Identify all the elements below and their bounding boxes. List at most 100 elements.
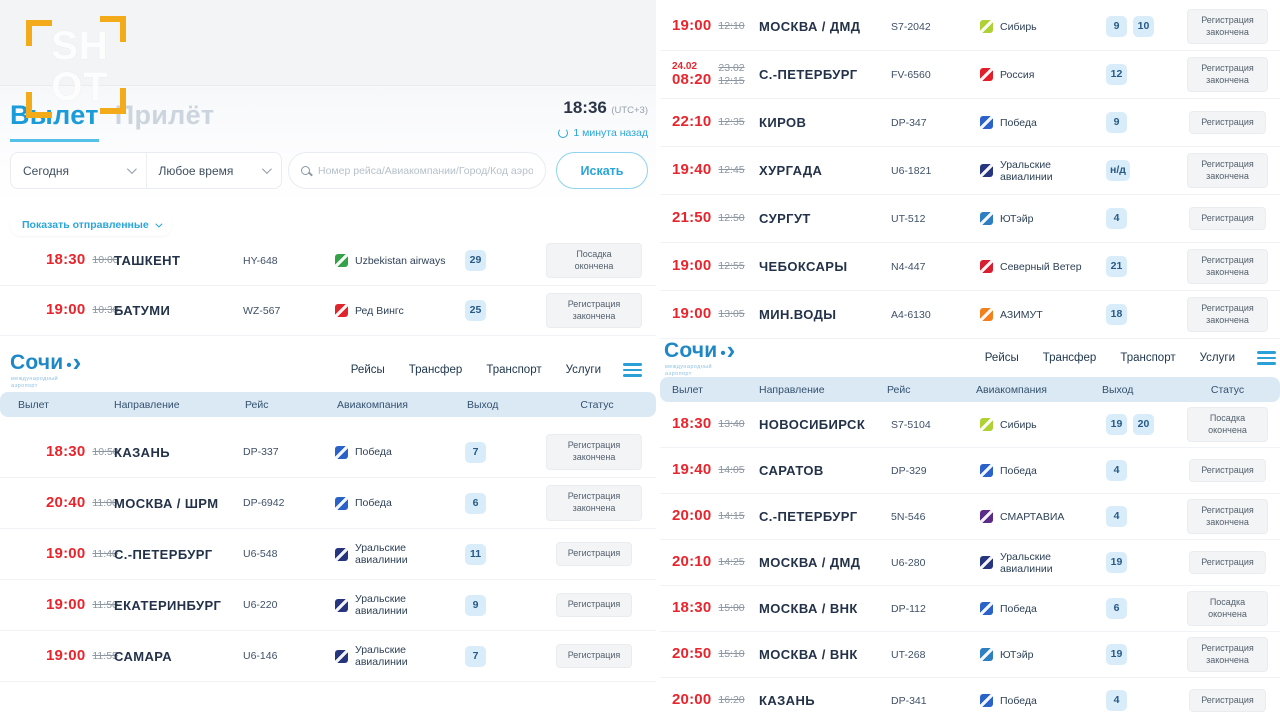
date-filter-dropdown[interactable]: Сегодня xyxy=(11,153,146,188)
time-filter-dropdown[interactable]: Любое время xyxy=(145,153,282,188)
table-row[interactable]: 19:00 12:55 ЧЕБОКСАРЫ N4-447 Северный Ве… xyxy=(660,243,1280,291)
nav-item-transfer[interactable]: Трансфер xyxy=(408,364,463,376)
actual-time-value: 21:50 xyxy=(672,209,712,227)
table-row[interactable]: 19:40 14:05 САРАТОВ DP-329 Победа 4 Реги… xyxy=(660,448,1280,494)
table-row[interactable]: 24.02 08:20 23.02 12:15 С.-ПЕТЕРБУРГ FV-… xyxy=(660,51,1280,99)
airline-logo-icon xyxy=(980,308,993,321)
table-row[interactable]: 19:00 12:10 МОСКВА / ДМД S7-2042 Сибирь … xyxy=(660,3,1280,51)
status-cell: Регистрация xyxy=(546,644,642,668)
scheduled-time: 10:00 xyxy=(92,254,118,267)
airport-logo[interactable]: Сочи • › международный аэропорт xyxy=(0,349,81,390)
show-departed-label: Показать отправленные xyxy=(22,219,149,231)
table-row[interactable]: 19:00 11:55 САМАРА U6-146 Уральские авиа… xyxy=(0,631,656,682)
scheduled-time-value: 10:00 xyxy=(92,254,119,267)
col-header-gate: Выход xyxy=(467,398,499,411)
airline-name: Uzbekistan airways xyxy=(355,254,446,267)
nav-item-services[interactable]: Услуги xyxy=(1199,352,1235,364)
gate-badges: 19 xyxy=(1102,552,1187,573)
flight-number: S7-5104 xyxy=(891,418,931,431)
scheduled-time: 12:45 xyxy=(718,164,744,177)
status-badge: Регистрация xyxy=(555,593,633,617)
table-row[interactable]: 18:30 10:50 КАЗАНЬ DP-337 Победа 7 Регис… xyxy=(0,427,656,478)
search-button[interactable]: Искать xyxy=(556,152,648,189)
gate-badge: 21 xyxy=(1106,256,1127,277)
airline-name: Уральские авиалинии xyxy=(1000,550,1053,575)
airline-name: Сибирь xyxy=(1000,20,1037,33)
flight-number: DP-337 xyxy=(243,446,279,458)
table-row[interactable]: 18:30 10:00 ТАШКЕНТ HY-648 Uzbekistan ai… xyxy=(0,236,656,286)
tab-arrival[interactable]: Прилёт xyxy=(114,100,215,130)
table-row[interactable]: 18:30 15:00 МОСКВА / ВНК DP-112 Победа 6… xyxy=(660,586,1280,632)
actual-time-value: 20:00 xyxy=(672,507,712,525)
flight-times: 19:00 10:30 xyxy=(46,302,119,319)
table-row[interactable]: 20:40 11:00 МОСКВА / ШРМ DP-6942 Победа … xyxy=(0,478,656,529)
scheduled-time-value: 14:05 xyxy=(718,464,745,477)
table-row[interactable]: 20:00 16:20 КАЗАНЬ DP-341 Победа 4 Регис… xyxy=(660,678,1280,720)
gate-badge: 7 xyxy=(465,645,486,667)
chevron-down-icon xyxy=(155,220,163,228)
nav-item-flights[interactable]: Рейсы xyxy=(350,364,385,376)
table-row[interactable]: 22:10 12:35 КИРОВ DP-347 Победа 9 Регист… xyxy=(660,99,1280,147)
table-row[interactable]: 20:00 14:15 С.-ПЕТЕРБУРГ 5N-546 СМАРТАВИ… xyxy=(660,494,1280,540)
tab-departure[interactable]: Вылет xyxy=(10,100,99,142)
watermark-text: SH OT xyxy=(51,24,109,109)
nav-item-flights[interactable]: Рейсы xyxy=(984,352,1019,364)
airline-cell: Уральские авиалинии xyxy=(331,593,461,617)
airport-logo[interactable]: Сочи • › международный аэропорт xyxy=(660,337,735,378)
table-row[interactable]: 20:10 14:25 МОСКВА / ДМД U6-280 Уральски… xyxy=(660,540,1280,586)
gate-badges: 12 xyxy=(1102,64,1187,85)
destination: САМАРА xyxy=(114,648,172,664)
airline-name: Россия xyxy=(1000,68,1035,81)
table-row[interactable]: 19:00 10:30 БАТУМИ WZ-567 Ред Вингс 25 Р… xyxy=(0,286,656,336)
table-row[interactable]: 19:00 11:50 ЕКАТЕРИНБУРГ U6-220 Уральски… xyxy=(0,580,656,631)
actual-time-value: 19:00 xyxy=(672,17,712,35)
airline-cell: Победа xyxy=(976,602,1102,615)
status-badge: Регистрация xyxy=(1189,688,1266,713)
table-row[interactable]: 19:40 12:45 ХУРГАДА U6-1821 Уральские ав… xyxy=(660,147,1280,195)
menu-hamburger-icon[interactable] xyxy=(1257,351,1276,365)
airline-logo-icon xyxy=(980,602,993,615)
status-badge: Регистрация закончена xyxy=(1187,152,1268,189)
table-row[interactable]: 21:50 12:50 СУРГУТ UT-512 ЮТэйр 4 Регист… xyxy=(660,195,1280,243)
destination: ХУРГАДА xyxy=(759,163,823,178)
airline-cell: Уральские авиалинии xyxy=(976,159,1102,183)
flight-times: 24.02 08:20 23.02 12:15 xyxy=(672,61,759,89)
show-departed-toggle[interactable]: Показать отправленные xyxy=(10,214,172,236)
airline-logo-icon xyxy=(980,164,993,177)
scheduled-time-value: 11:55 xyxy=(92,649,118,662)
date-filter-value: Сегодня xyxy=(23,163,69,178)
search-input[interactable] xyxy=(318,164,533,177)
table-row[interactable]: 20:50 15:10 МОСКВА / ВНК UT-268 ЮТэйр 19… xyxy=(660,632,1280,678)
gate-badge: 4 xyxy=(1106,690,1127,711)
airline-name: Ред Вингс xyxy=(355,304,404,317)
airline-cell: Победа xyxy=(331,445,461,459)
scheduled-time-value: 12:55 xyxy=(718,260,745,273)
search-field[interactable] xyxy=(288,152,546,189)
flight-times: 20:00 16:20 xyxy=(672,692,759,709)
chevron-down-icon xyxy=(126,164,137,175)
status-cell: Регистрация xyxy=(1187,458,1268,483)
nav-item-services[interactable]: Услуги xyxy=(565,364,601,376)
actual-time: 19:40 xyxy=(672,462,711,479)
filter-bar: Сегодня Любое время Искать xyxy=(10,152,648,189)
menu-hamburger-icon[interactable] xyxy=(623,363,642,377)
site-nav: Рейсы Трансфер Транспорт Услуги xyxy=(985,352,1235,364)
airline-cell: Ред Вингс xyxy=(331,304,461,317)
destination: КИРОВ xyxy=(759,115,807,130)
last-updated-label: 1 минута назад xyxy=(573,127,648,139)
flight-times: 18:30 10:50 xyxy=(46,443,119,461)
shot-watermark-logo: SH OT xyxy=(26,16,130,118)
nav-item-transfer[interactable]: Трансфер xyxy=(1042,352,1097,364)
col-header-flight: Рейс xyxy=(245,398,269,411)
nav-item-transport[interactable]: Транспорт xyxy=(1120,352,1176,364)
airline-cell: АЗИМУТ xyxy=(976,308,1102,321)
gate-badge: 19 xyxy=(1106,552,1127,573)
nav-item-transport[interactable]: Транспорт xyxy=(486,364,542,376)
scheduled-time-value: 13:40 xyxy=(718,418,745,431)
scheduled-time-value: 10:50 xyxy=(92,445,119,458)
airline-cell: Uzbekistan airways xyxy=(331,254,461,267)
last-updated[interactable]: 1 минута назад xyxy=(558,127,648,139)
table-row[interactable]: 19:00 11:40 С.-ПЕТЕРБУРГ U6-548 Уральски… xyxy=(0,529,656,580)
table-row[interactable]: 19:00 13:05 МИН.ВОДЫ A4-6130 АЗИМУТ 18 Р… xyxy=(660,291,1280,339)
table-row[interactable]: 18:30 13:40 НОВОСИБИРСК S7-5104 Сибирь 1… xyxy=(660,402,1280,448)
